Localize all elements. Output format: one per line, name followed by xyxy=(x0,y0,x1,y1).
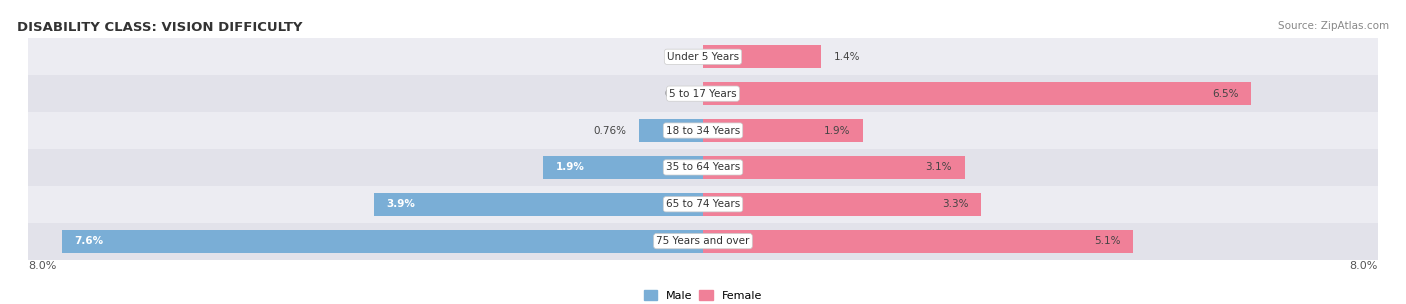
Bar xyxy=(703,230,1133,253)
Bar xyxy=(28,38,1378,75)
Text: 75 Years and over: 75 Years and over xyxy=(657,236,749,246)
Bar xyxy=(703,193,981,216)
Text: Source: ZipAtlas.com: Source: ZipAtlas.com xyxy=(1278,21,1389,31)
Text: 0.0%: 0.0% xyxy=(664,89,690,98)
Text: 65 to 74 Years: 65 to 74 Years xyxy=(666,199,740,209)
Bar xyxy=(62,230,703,253)
Bar xyxy=(28,75,1378,112)
Text: 7.6%: 7.6% xyxy=(75,236,104,246)
Bar xyxy=(374,193,703,216)
Legend: Male, Female: Male, Female xyxy=(640,286,766,304)
Text: 35 to 64 Years: 35 to 64 Years xyxy=(666,162,740,172)
Text: 8.0%: 8.0% xyxy=(28,261,56,271)
Text: 8.0%: 8.0% xyxy=(1350,261,1378,271)
Text: 3.9%: 3.9% xyxy=(387,199,416,209)
Bar xyxy=(28,186,1378,223)
Text: 18 to 34 Years: 18 to 34 Years xyxy=(666,126,740,136)
Text: 1.9%: 1.9% xyxy=(555,162,585,172)
Text: Under 5 Years: Under 5 Years xyxy=(666,52,740,62)
Bar xyxy=(703,119,863,142)
Text: 1.9%: 1.9% xyxy=(824,126,851,136)
Text: 1.4%: 1.4% xyxy=(834,52,860,62)
Bar xyxy=(543,156,703,179)
Bar xyxy=(28,223,1378,260)
Text: 3.1%: 3.1% xyxy=(925,162,952,172)
Bar xyxy=(28,149,1378,186)
Text: 0.76%: 0.76% xyxy=(593,126,626,136)
Bar xyxy=(703,156,965,179)
Bar xyxy=(703,82,1251,105)
Bar xyxy=(703,45,821,68)
Text: 3.3%: 3.3% xyxy=(942,199,969,209)
Bar xyxy=(638,119,703,142)
Text: 6.5%: 6.5% xyxy=(1212,89,1239,98)
Text: DISABILITY CLASS: VISION DIFFICULTY: DISABILITY CLASS: VISION DIFFICULTY xyxy=(17,21,302,34)
Text: 5 to 17 Years: 5 to 17 Years xyxy=(669,89,737,98)
Text: 5.1%: 5.1% xyxy=(1094,236,1121,246)
Text: 0.0%: 0.0% xyxy=(664,52,690,62)
Bar xyxy=(28,112,1378,149)
